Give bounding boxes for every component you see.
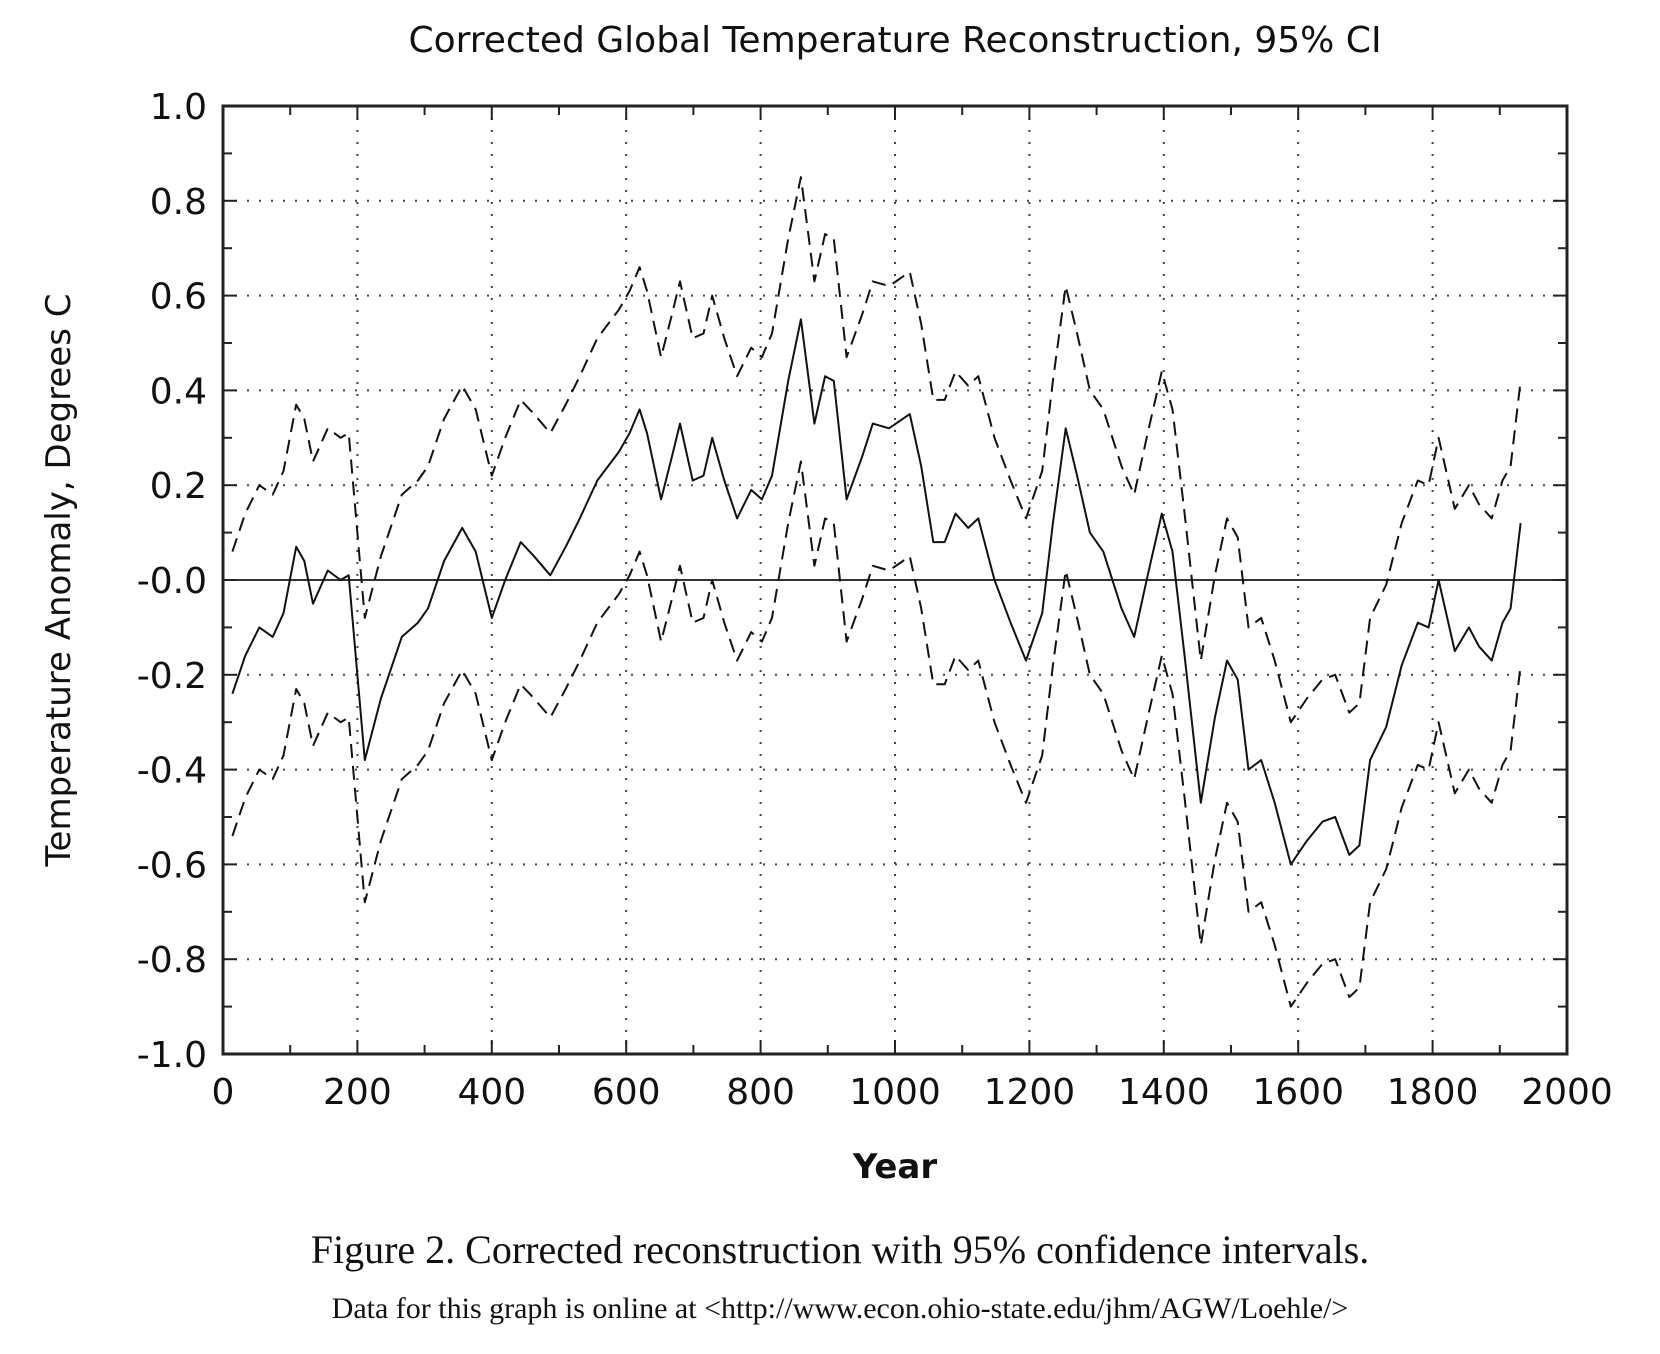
upper-ci-line <box>231 176 1522 724</box>
tick-labels: 0 200 400 600 800 1000 1200 1400 1600 1800 2000 1.0… <box>137 87 1613 1113</box>
chart-title: Corrected Global Temperature Reconstruct… <box>408 20 1381 61</box>
x-tick-label: 600 <box>592 1072 661 1113</box>
y-tick-label: -1.0 <box>137 1035 207 1076</box>
x-tick-label: 1800 <box>1387 1072 1479 1113</box>
plot-frame <box>221 104 1569 1056</box>
y-tick-label: 0.6 <box>150 277 207 318</box>
y-tick-label: 0.4 <box>150 371 207 412</box>
series-group <box>231 176 1522 1008</box>
reconstruction-line <box>231 318 1522 866</box>
x-tick-label: 1000 <box>849 1072 941 1113</box>
y-tick-label: 0.2 <box>150 466 207 507</box>
x-axis-label: Year <box>852 1147 938 1187</box>
x-tick-label: 800 <box>726 1072 795 1113</box>
y-tick-label: 0.8 <box>150 182 207 223</box>
x-tick-label: 1200 <box>984 1072 1076 1113</box>
figure-caption: Figure 2. Corrected reconstruction with … <box>310 1227 1370 1272</box>
y-tick-label: -0.2 <box>137 656 207 697</box>
x-tick-label: 1400 <box>1118 1072 1210 1113</box>
y-tick-label: -0.6 <box>137 845 207 886</box>
grid <box>223 106 1567 1054</box>
y-tick-label: -0.4 <box>137 751 207 792</box>
y-axis-label: Temperature Anomaly, Degrees C <box>39 294 79 868</box>
x-tick-label: 200 <box>323 1072 392 1113</box>
lower-ci-line <box>231 460 1522 1008</box>
x-tick-label: 2000 <box>1521 1072 1613 1113</box>
x-tick-label: 0 <box>212 1072 235 1113</box>
y-tick-label: 1.0 <box>150 87 207 128</box>
data-source-note: Data for this graph is online at <http:/… <box>331 1292 1349 1325</box>
y-tick-label: -0.0 <box>137 561 207 602</box>
x-tick-label: 400 <box>457 1072 526 1113</box>
x-tick-label: 1600 <box>1252 1072 1344 1113</box>
y-tick-label: -0.8 <box>137 940 207 981</box>
